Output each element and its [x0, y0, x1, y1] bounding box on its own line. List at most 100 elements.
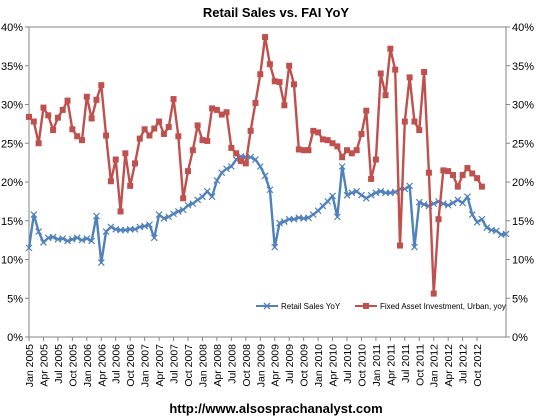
- fai-data-point: [445, 168, 452, 175]
- fai-data-point: [387, 45, 394, 52]
- fai-data-point: [344, 147, 350, 154]
- retail-data-point: [194, 196, 202, 204]
- retail-data-point: [430, 200, 438, 208]
- fai-data-point: [136, 135, 143, 142]
- fai-data-point: [363, 107, 370, 114]
- fai-data-point: [319, 136, 326, 143]
- fai-data-point: [377, 70, 384, 77]
- retail-data-point: [88, 237, 96, 245]
- fai-data-point: [397, 242, 403, 249]
- fai-data-point: [93, 96, 100, 103]
- fai-data-point: [334, 143, 341, 150]
- x-tick-label: Oct 2006: [125, 344, 137, 387]
- fai-data-point: [478, 183, 485, 190]
- fai-data-point: [372, 156, 379, 163]
- retail-data-point: [377, 187, 385, 195]
- retail-data-point: [348, 189, 356, 197]
- retail-data-point: [227, 163, 235, 170]
- x-tick-label: Oct 2012: [472, 344, 484, 387]
- retail-data-point: [150, 234, 158, 242]
- fai-data-point: [252, 99, 259, 106]
- fai-data-point: [141, 126, 148, 133]
- retail-data-point: [189, 200, 197, 208]
- x-tick-label: Oct 2008: [241, 344, 253, 387]
- fai-data-point: [425, 169, 432, 176]
- fai-data-point: [122, 150, 129, 157]
- fai-data-point: [286, 62, 293, 69]
- source-url: http://www.alsosprachanalyst.com: [169, 401, 382, 416]
- retail-data-point: [160, 215, 168, 222]
- retail-data-point: [213, 177, 221, 184]
- fai-data-point: [64, 97, 71, 104]
- retail-data-point: [329, 192, 336, 200]
- fai-data-point: [160, 130, 167, 137]
- fai-data-point: [151, 125, 158, 132]
- x-tick-label: Jan 2011: [371, 344, 383, 387]
- x-tick-label: Jul 2009: [284, 344, 296, 384]
- fai-data-point: [305, 147, 312, 154]
- x-tick-label: Jul 2007: [169, 344, 181, 384]
- fai-data-point: [358, 130, 365, 137]
- fai-data-point: [454, 183, 461, 190]
- retail-data-point: [49, 233, 57, 241]
- fai-data-point: [50, 127, 57, 134]
- retail-data-point: [141, 222, 149, 230]
- retail-data-point: [203, 187, 211, 195]
- right-y-tick-label: 10%: [512, 255, 534, 267]
- retail-data-point: [64, 237, 71, 245]
- retail-data-point: [78, 236, 86, 244]
- x-tick-label: Apr 2005: [38, 344, 50, 387]
- fai-data-point: [469, 170, 476, 177]
- fai-data-point: [209, 105, 216, 112]
- fai-data-point: [107, 178, 114, 185]
- x-tick-label: Apr 2012: [443, 344, 455, 387]
- right-y-tick-label: 5%: [512, 293, 528, 305]
- fai-data-point: [69, 126, 76, 133]
- fai-data-point: [146, 132, 153, 139]
- retail-data-point: [473, 218, 481, 226]
- fai-data-point: [324, 137, 331, 144]
- retail-data-point: [324, 197, 332, 205]
- left-y-tick-label: 10%: [1, 255, 23, 267]
- left-y-tick-label: 15%: [1, 216, 23, 228]
- fai-data-point: [266, 61, 273, 68]
- fai-data-point: [291, 81, 297, 88]
- fai-data-point: [165, 123, 172, 130]
- fai-data-point: [421, 68, 428, 75]
- fai-data-point: [300, 147, 307, 154]
- legend-fai-square-marker: [363, 303, 369, 309]
- fai-data-point: [276, 79, 283, 86]
- fai-data-point: [59, 106, 66, 113]
- retail-data-point: [454, 196, 462, 204]
- retail-data-point: [280, 218, 288, 225]
- retail-data-point: [266, 186, 274, 194]
- retail-data-point: [459, 199, 467, 207]
- retail-data-point: [372, 189, 380, 197]
- x-tick-label: Jan 2006: [82, 344, 94, 387]
- retail-data-point: [492, 227, 500, 235]
- right-y-tick-label: 25%: [512, 138, 534, 150]
- left-y-tick-label: 20%: [1, 177, 23, 189]
- retail-data-point: [420, 201, 428, 208]
- retail-data-point: [25, 244, 33, 252]
- fai-data-point: [406, 74, 413, 81]
- fai-data-point: [281, 102, 288, 109]
- x-tick-label: Jul 2006: [111, 344, 123, 384]
- fai-data-point: [435, 216, 442, 223]
- x-tick-label: Jan 2009: [255, 344, 267, 387]
- fai-data-point: [35, 140, 42, 147]
- fai-data-point: [213, 106, 220, 113]
- fai-data-point: [382, 92, 389, 99]
- legend: Retail Sales YoY Fixed Asset Investment,…: [256, 302, 506, 311]
- x-tick-label: Apr 2010: [328, 344, 340, 387]
- retail-data-point: [502, 230, 510, 238]
- retail-data-point: [59, 235, 67, 242]
- retail-data-point: [305, 214, 312, 222]
- right-y-tick-label: 35%: [512, 61, 534, 73]
- retail-data-point: [247, 153, 255, 161]
- fai-data-point: [218, 111, 225, 118]
- x-tick-label: Jul 2012: [458, 344, 470, 384]
- retail-data-point: [353, 187, 361, 195]
- retail-data-point: [483, 224, 491, 232]
- fai-data-point: [368, 175, 375, 182]
